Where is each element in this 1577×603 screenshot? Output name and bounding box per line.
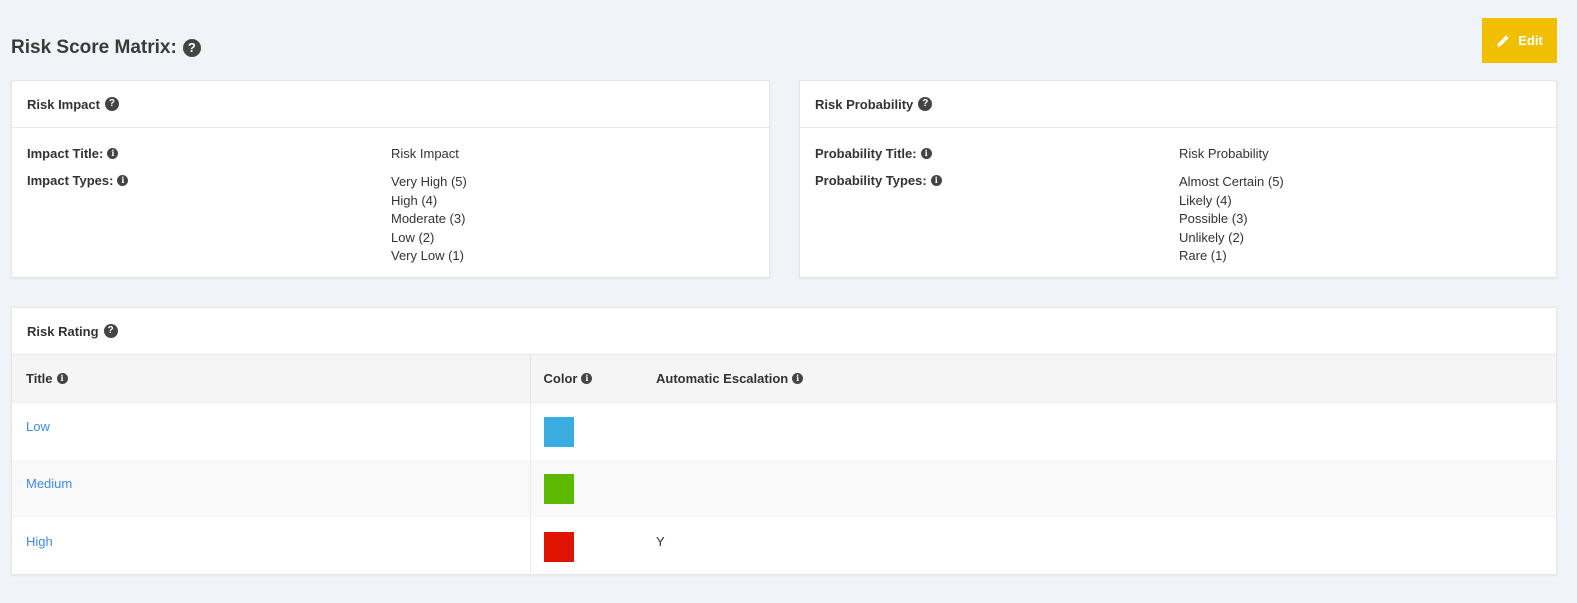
probability-title-label: Probability Title: i [815, 146, 1179, 162]
table-row: Low [12, 402, 1556, 460]
rating-title-cell: Medium [12, 460, 531, 518]
rating-link-high[interactable]: High [26, 534, 53, 549]
rating-title-cell: Low [12, 402, 531, 460]
risk-impact-body: Impact Title: i Risk Impact Impact Types:… [12, 128, 769, 266]
question-circle-icon[interactable]: ? [103, 324, 118, 338]
info-circle-icon[interactable]: i [117, 175, 129, 187]
table-header-row: Title i Color i Automatic Escalation i [12, 355, 1556, 403]
probability-types-list: Almost Certain (5) Likely (4) Possible (… [1179, 173, 1284, 266]
table-row: High Y [12, 518, 1556, 576]
question-circle-icon[interactable]: ? [104, 97, 119, 111]
rating-title-cell: High [12, 518, 531, 576]
risk-rating-title: Risk Rating [27, 323, 99, 339]
probability-type-item: Likely (4) [1179, 192, 1232, 208]
risk-impact-header: Risk Impact ? [12, 81, 769, 128]
color-swatch [543, 416, 574, 447]
risk-rating-header: Risk Rating ? [12, 308, 1556, 355]
question-circle-icon[interactable]: ? [182, 39, 201, 57]
probability-types-row: Probability Types: i Almost Certain (5) L… [815, 173, 1541, 266]
table-row: Medium [12, 460, 1556, 518]
probability-type-item: Rare (1) [1179, 248, 1227, 264]
info-circle-icon[interactable]: i [107, 148, 119, 160]
column-header-escalation: Automatic Escalation i [642, 355, 1556, 403]
impact-type-item: High (4) [391, 192, 438, 208]
probability-title-value: Risk Probability [1179, 146, 1269, 161]
impact-types-label: Impact Types: i [27, 173, 391, 266]
risk-probability-title: Risk Probability [815, 96, 914, 112]
rating-escalation-cell [642, 460, 1556, 518]
risk-impact-title: Risk Impact [27, 96, 100, 112]
impact-type-item: Low (2) [391, 229, 435, 245]
risk-probability-header: Risk Probability ? [800, 81, 1556, 128]
rating-color-cell [530, 460, 642, 518]
impact-types-row: Impact Types: i Very High (5) High (4) Mo… [27, 173, 754, 266]
impact-types-list: Very High (5) High (4) Moderate (3) Low … [391, 173, 467, 266]
column-header-title: Title i [12, 355, 531, 403]
info-circle-icon[interactable]: i [792, 372, 804, 384]
impact-title-label: Impact Title: i [27, 146, 391, 162]
color-swatch [543, 532, 574, 562]
info-circle-icon[interactable]: i [56, 372, 68, 384]
probability-type-item: Almost Certain (5) [1179, 174, 1284, 189]
impact-type-item: Very Low (1) [391, 248, 464, 264]
rating-escalation-cell: Y [642, 518, 1556, 576]
question-circle-icon[interactable]: ? [918, 97, 933, 111]
rating-color-cell [530, 402, 642, 460]
impact-type-item: Moderate (3) [391, 211, 466, 227]
info-circle-icon[interactable]: i [581, 372, 593, 384]
impact-title-row: Impact Title: i Risk Impact [27, 146, 754, 162]
page-title: Risk Score Matrix: [11, 37, 177, 58]
probability-type-item: Unlikely (2) [1179, 229, 1245, 245]
probability-type-item: Possible (3) [1179, 211, 1248, 227]
probability-title-row: Probability Title: i Risk Probability [815, 146, 1541, 162]
rating-link-medium[interactable]: Medium [26, 476, 73, 491]
escalation-value: Y [656, 534, 665, 549]
edit-button[interactable]: Edit [1482, 18, 1557, 63]
rating-color-cell [530, 518, 642, 576]
color-swatch [543, 474, 574, 504]
impact-title-value: Risk Impact [391, 146, 459, 161]
impact-type-item: Very High (5) [391, 174, 467, 189]
column-header-color: Color i [530, 355, 642, 403]
risk-rating-table: Title i Color i Automatic Escalation i Low … [12, 355, 1556, 576]
risk-probability-body: Probability Title: i Risk Probability Pro… [800, 128, 1556, 266]
risk-rating-panel: Risk Rating ? Title i Color i Automatic Es… [11, 307, 1557, 576]
pencil-icon [1497, 34, 1509, 47]
page-header: Risk Score Matrix: ? [11, 37, 201, 59]
risk-probability-panel: Risk Probability ? Probability Title: i R… [799, 80, 1557, 278]
edit-button-label: Edit [1518, 33, 1543, 48]
rating-link-low[interactable]: Low [26, 418, 50, 434]
info-circle-icon[interactable]: i [930, 175, 942, 187]
info-circle-icon[interactable]: i [920, 148, 932, 160]
rating-escalation-cell [642, 402, 1556, 460]
probability-types-label: Probability Types: i [815, 173, 1179, 266]
risk-impact-panel: Risk Impact ? Impact Title: i Risk Impact… [11, 80, 770, 278]
